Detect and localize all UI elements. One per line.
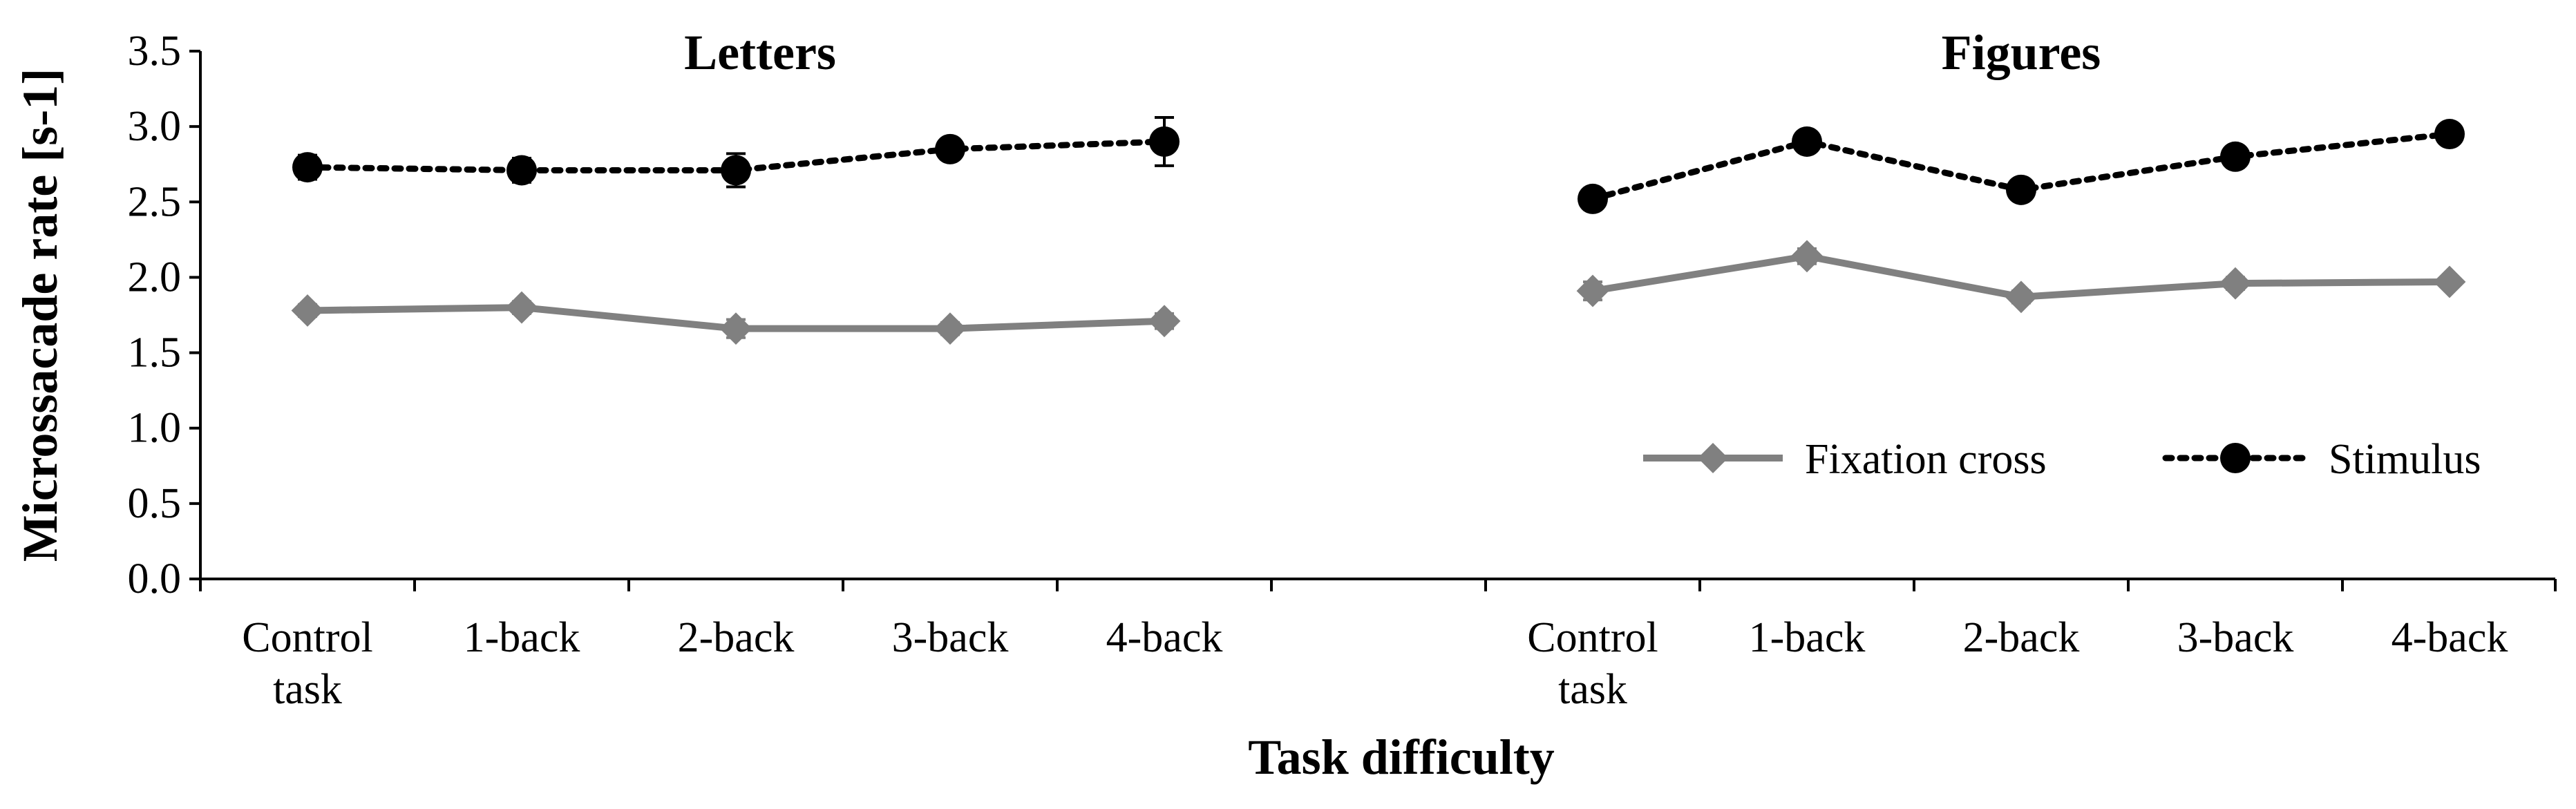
data-point-fixation-cross (1790, 240, 1824, 273)
legend-marker-fixation-cross (1698, 443, 1728, 473)
category-label: Control (1527, 614, 1658, 661)
data-point-stimulus (935, 133, 965, 164)
data-point-fixation-cross (1576, 274, 1609, 307)
data-point-stimulus (721, 155, 751, 186)
panel-title: Letters (684, 25, 836, 80)
data-point-stimulus (1792, 126, 1822, 157)
data-point-stimulus (2006, 174, 2036, 205)
category-label: task (273, 666, 342, 713)
data-point-stimulus (292, 152, 323, 183)
x-axis-title: Task difficulty (1248, 730, 1554, 785)
y-tick-label: 1.0 (128, 405, 182, 452)
data-point-fixation-cross (2005, 280, 2038, 314)
y-tick-label: 3.5 (128, 28, 182, 75)
y-tick-label: 1.5 (128, 330, 182, 377)
data-point-stimulus (1149, 126, 1180, 157)
axes (199, 51, 2557, 591)
y-tick-label: 0.0 (128, 555, 182, 602)
y-ticks (189, 50, 200, 580)
legend-label-stimulus: Stimulus (2329, 436, 2481, 483)
data-point-stimulus (1578, 183, 1608, 214)
data-point-stimulus (2220, 141, 2251, 172)
data-point-fixation-cross (934, 312, 967, 345)
category-label: 3-back (2177, 614, 2294, 661)
category-label: 1-back (464, 614, 580, 661)
legend: Fixation cross Stimulus (1643, 436, 2481, 483)
series-layer (291, 116, 2466, 345)
legend-marker-stimulus (2220, 443, 2251, 473)
category-label: 3-back (892, 614, 1009, 661)
data-point-fixation-cross (291, 294, 324, 327)
category-label: 2-back (678, 614, 795, 661)
category-label: Control (242, 614, 372, 661)
y-tick-label: 2.5 (128, 178, 182, 225)
legend-label-fixation-cross: Fixation cross (1805, 436, 2047, 483)
data-point-fixation-cross (1148, 305, 1181, 338)
y-tick-label: 2.0 (128, 254, 182, 301)
category-label: 1-back (1749, 614, 1866, 661)
category-label: task (1558, 666, 1627, 713)
category-label: 4-back (2392, 614, 2508, 661)
category-label: 4-back (1106, 614, 1223, 661)
category-label: 2-back (1963, 614, 2080, 661)
labels-layer: 0.0 0.5 1.0 1.5 2.0 2.5 3.0 3.5 Microssacade rat… (12, 25, 2508, 785)
panel-title: Figures (1942, 25, 2101, 80)
y-axis-title: Microssacade rate [s-1] (12, 68, 68, 562)
y-tick-label: 0.5 (128, 480, 182, 527)
data-point-fixation-cross (2219, 267, 2252, 300)
data-point-fixation-cross (2433, 265, 2466, 298)
data-point-stimulus (506, 155, 537, 186)
y-tick-label: 3.0 (128, 103, 182, 150)
data-point-stimulus (2434, 119, 2465, 150)
data-point-fixation-cross (505, 291, 538, 324)
data-point-fixation-cross (719, 312, 752, 345)
